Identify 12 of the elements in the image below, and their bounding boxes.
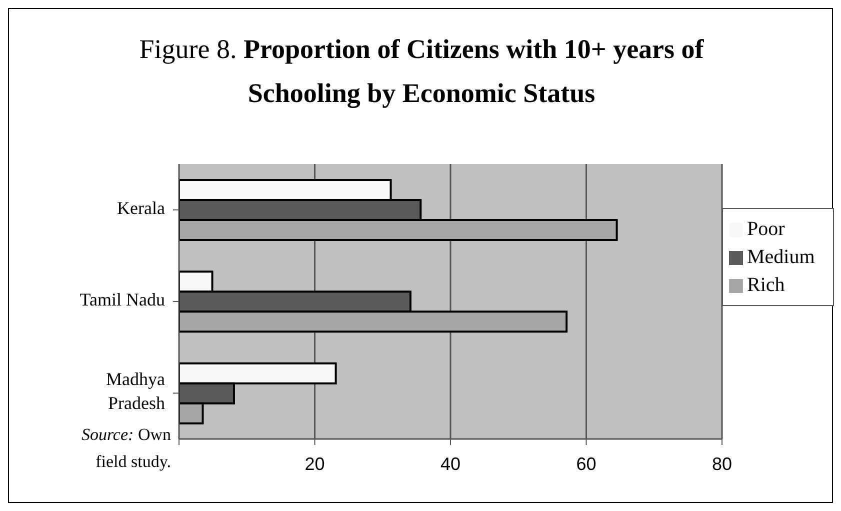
legend-label: Poor [747,218,785,240]
y-tick-label: Kerala [117,198,166,218]
x-tick-label: 20 [304,454,325,474]
x-tick-label: 80 [712,454,732,474]
y-tick-label: Madhya Pradesh [106,369,166,414]
x-tick-label: 40 [440,454,461,474]
x-tick-label: 60 [576,454,596,474]
chart-title: Figure 8. Proportion of Citizens with 10+ years of Schooling by Economic Status [138,33,705,110]
legend-label: Medium [747,246,815,268]
y-tick-label: Tamil Nadu [80,290,165,310]
legend-label: Rich [747,274,785,296]
source-note: Source: Own field study. [80,424,171,473]
